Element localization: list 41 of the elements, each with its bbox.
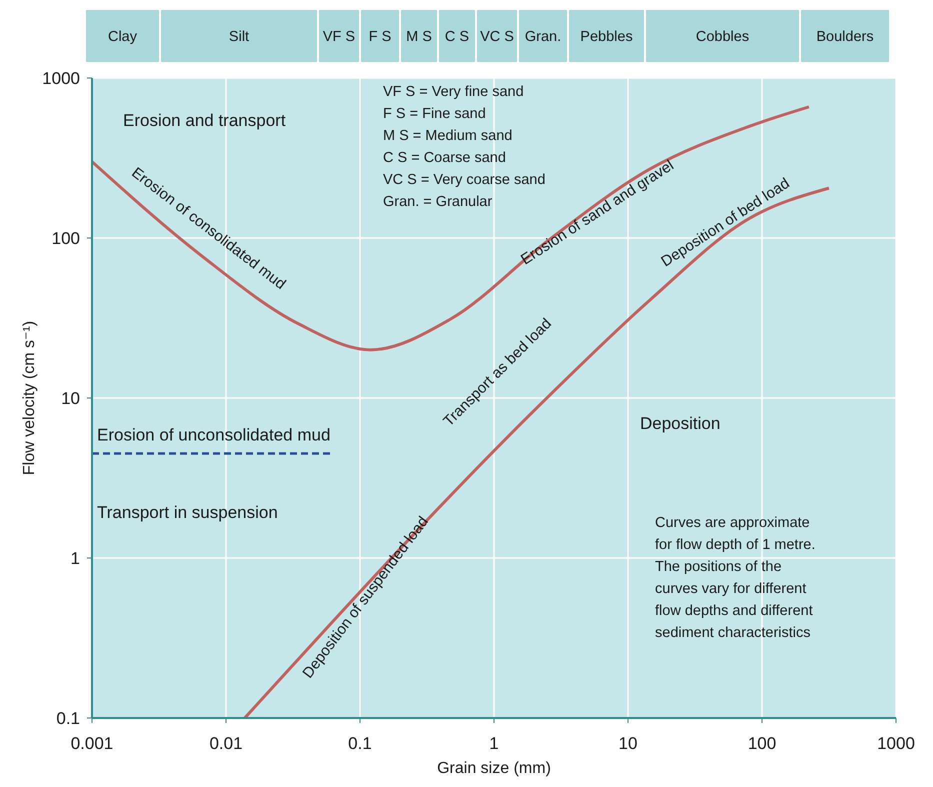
annotation: Gran. = Granular [383, 194, 492, 210]
text: Cobbles [696, 29, 750, 46]
x-axis-title: Grain size (mm) [437, 760, 551, 777]
x-tick-label: 1 [489, 734, 499, 753]
x-tick-label: 10 [618, 734, 638, 753]
annotation: M S = Medium sand [383, 128, 512, 144]
annotation: flow depths and different [655, 603, 813, 619]
annotation: VC S = Very coarse sand [383, 172, 546, 188]
text: Boulders [816, 29, 874, 46]
text: VC S [480, 29, 514, 46]
annotation: Deposition [640, 414, 720, 433]
x-tick-label: 0.001 [70, 734, 114, 753]
annotation: The positions of the [655, 559, 782, 575]
x-tick-label: 0.01 [209, 734, 243, 753]
annotation: C S = Coarse sand [383, 150, 506, 166]
y-tick-label: 1 [70, 548, 80, 568]
annotation: F S = Fine sand [383, 106, 486, 122]
text: Gran. [524, 29, 562, 46]
y-axis-title: Flow velocity (cm s⁻¹) [21, 320, 38, 476]
x-tick-label: 1000 [877, 734, 915, 753]
annotation: sediment characteristics [655, 625, 811, 641]
annotation: Erosion and transport [123, 111, 286, 130]
text: VF S [322, 29, 356, 46]
text: F S [368, 29, 392, 46]
y-tick-label: 10 [61, 388, 80, 408]
x-tick-label: 0.1 [348, 734, 372, 753]
y-tick-label: 100 [52, 228, 80, 248]
annotation: VF S = Very fine sand [383, 84, 524, 100]
text: Pebbles [580, 29, 633, 46]
annotation: curves vary for different [655, 581, 806, 597]
y-tick-label: 1000 [42, 68, 80, 88]
x-tick-label: 100 [748, 734, 776, 753]
text: C S [444, 29, 470, 46]
text: Clay [108, 29, 138, 46]
annotation: for flow depth of 1 metre. [655, 537, 816, 553]
annotation: Curves are approximate [655, 515, 810, 531]
y-tick-label: 0.1 [56, 708, 80, 728]
annotation: Transport in suspension [97, 503, 278, 522]
series-label: Erosion of unconsolidated mud [97, 425, 330, 444]
text: Silt [228, 29, 250, 46]
text: M S [406, 29, 432, 46]
